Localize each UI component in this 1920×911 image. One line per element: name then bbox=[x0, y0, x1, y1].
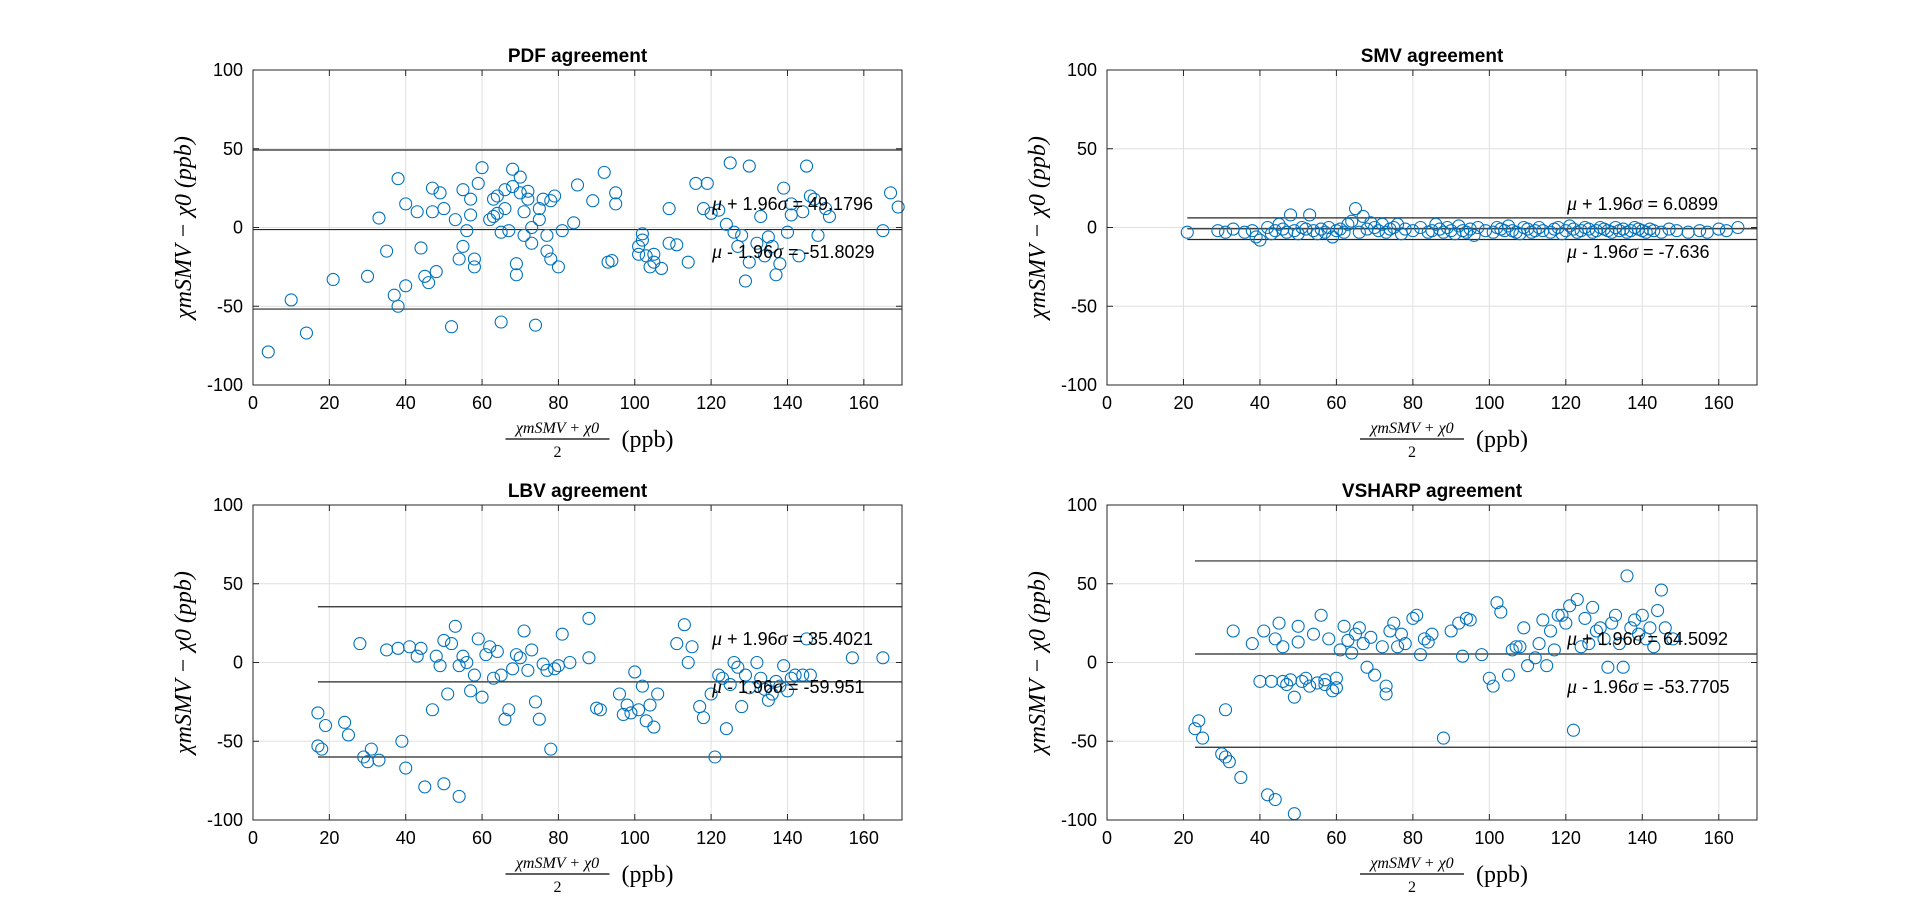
y-tick-label: 100 bbox=[213, 60, 243, 80]
x-tick-label: 40 bbox=[396, 393, 416, 413]
x-label-denominator: 2 bbox=[554, 444, 562, 461]
x-label-unit: (ppb) bbox=[622, 427, 674, 453]
y-tick-label: -100 bbox=[207, 375, 243, 395]
x-tick-label: 140 bbox=[1627, 828, 1657, 848]
chart-panel-1: μ + 1.96σ = 49.1796 μ - 1.96σ = -51.8029 0… bbox=[171, 46, 904, 461]
y-tick-label: -50 bbox=[1071, 296, 1097, 316]
x-tick-label: 80 bbox=[548, 828, 568, 848]
y-tick-label: 100 bbox=[1067, 495, 1097, 515]
y-axis-label: χmSMV − χ0 (ppb) bbox=[171, 571, 197, 756]
x-label-unit: (ppb) bbox=[1476, 862, 1528, 888]
x-label-denominator: 2 bbox=[1408, 444, 1416, 461]
y-axis-label: χmSMV − χ0 (ppb) bbox=[1025, 571, 1051, 756]
x-tick-label: 60 bbox=[472, 828, 492, 848]
x-tick-label: 160 bbox=[849, 393, 879, 413]
y-tick-label: 0 bbox=[233, 653, 243, 673]
x-label-denominator: 2 bbox=[1408, 879, 1416, 896]
x-tick-label: 40 bbox=[1250, 393, 1270, 413]
x-label-denominator: 2 bbox=[554, 879, 562, 896]
upper-limit-label: μ + 1.96σ = 6.0899 bbox=[1566, 193, 1718, 215]
x-label-unit: (ppb) bbox=[622, 862, 674, 888]
x-label-numerator: χmSMV + χ0 bbox=[514, 420, 599, 437]
x-tick-label: 160 bbox=[1704, 828, 1734, 848]
y-tick-label: 0 bbox=[233, 218, 243, 238]
x-tick-label: 140 bbox=[772, 393, 802, 413]
x-tick-label: 20 bbox=[1173, 393, 1193, 413]
x-tick-label: 40 bbox=[1250, 828, 1270, 848]
lower-limit-label: μ - 1.96σ = -51.8029 bbox=[711, 241, 875, 263]
y-tick-label: -100 bbox=[1061, 810, 1097, 830]
chart-panel-2: μ + 1.96σ = 6.0899μ - 1.96σ = -7.6360204… bbox=[1025, 46, 1757, 461]
x-axis-label: χmSMV + χ0 2 (ppb) bbox=[506, 855, 674, 896]
x-tick-label: 160 bbox=[1704, 393, 1734, 413]
x-tick-label: 100 bbox=[1474, 828, 1504, 848]
y-tick-label: 50 bbox=[1077, 139, 1097, 159]
x-tick-label: 60 bbox=[472, 393, 492, 413]
x-label-numerator: χmSMV + χ0 bbox=[1368, 855, 1453, 872]
chart-panel-3: μ + 1.96σ = 35.4021 μ - 1.96σ = -59.951 0 2… bbox=[171, 481, 902, 896]
x-axis-label: χmSMV + χ0 2 (ppb) bbox=[506, 420, 674, 461]
x-tick-label: 20 bbox=[1173, 828, 1193, 848]
x-tick-label: 100 bbox=[620, 828, 650, 848]
chart-title: PDF agreement bbox=[508, 46, 648, 67]
y-tick-label: -50 bbox=[217, 296, 243, 316]
x-tick-label: 60 bbox=[1326, 393, 1346, 413]
x-tick-label: 20 bbox=[319, 828, 339, 848]
y-axis-label: χmSMV − χ0 (ppb) bbox=[1025, 136, 1051, 321]
chart-title: VSHARP agreement bbox=[1342, 481, 1523, 502]
x-axis-label: χmSMV + χ0 2 (ppb) bbox=[1360, 855, 1528, 896]
x-label-unit: (ppb) bbox=[1476, 427, 1528, 453]
x-tick-label: 160 bbox=[849, 828, 879, 848]
chart-title: SMV agreement bbox=[1361, 46, 1504, 67]
lower-limit-label: μ - 1.96σ = -59.951 bbox=[711, 676, 865, 698]
lower-limit-label: μ - 1.96σ = -53.7705 bbox=[1566, 676, 1730, 698]
x-tick-label: 40 bbox=[396, 828, 416, 848]
y-tick-label: 100 bbox=[1067, 60, 1097, 80]
x-tick-label: 80 bbox=[1403, 828, 1423, 848]
lower-limit-label: μ - 1.96σ = -7.636 bbox=[1566, 241, 1710, 263]
x-axis-label: χmSMV + χ0 2 (ppb) bbox=[1360, 420, 1528, 461]
y-tick-label: 0 bbox=[1087, 653, 1097, 673]
upper-limit-label: μ + 1.96σ = 64.5092 bbox=[1566, 628, 1728, 650]
upper-limit-label: μ + 1.96σ = 49.1796 bbox=[711, 193, 873, 215]
upper-limit-label: μ + 1.96σ = 35.4021 bbox=[711, 628, 873, 650]
chart-title: LBV agreement bbox=[508, 481, 648, 502]
y-tick-label: -50 bbox=[217, 731, 243, 751]
x-tick-label: 100 bbox=[1474, 393, 1504, 413]
y-tick-label: -50 bbox=[1071, 731, 1097, 751]
x-tick-label: 120 bbox=[696, 393, 726, 413]
x-tick-label: 0 bbox=[248, 828, 258, 848]
x-tick-label: 120 bbox=[1551, 828, 1581, 848]
x-tick-label: 0 bbox=[248, 393, 258, 413]
y-axis-label: χmSMV − χ0 (ppb) bbox=[171, 136, 197, 321]
y-tick-label: -100 bbox=[1061, 375, 1097, 395]
x-tick-label: 140 bbox=[772, 828, 802, 848]
x-tick-label: 80 bbox=[1403, 393, 1423, 413]
y-tick-label: 100 bbox=[213, 495, 243, 515]
x-tick-label: 0 bbox=[1102, 828, 1112, 848]
y-tick-label: -100 bbox=[207, 810, 243, 830]
y-tick-label: 50 bbox=[223, 574, 243, 594]
x-tick-label: 120 bbox=[696, 828, 726, 848]
x-tick-label: 100 bbox=[620, 393, 650, 413]
x-label-numerator: χmSMV + χ0 bbox=[1368, 420, 1453, 437]
x-tick-label: 140 bbox=[1627, 393, 1657, 413]
x-tick-label: 120 bbox=[1551, 393, 1581, 413]
x-tick-label: 60 bbox=[1326, 828, 1346, 848]
x-label-numerator: χmSMV + χ0 bbox=[514, 855, 599, 872]
y-tick-label: 0 bbox=[1087, 218, 1097, 238]
y-tick-label: 50 bbox=[223, 139, 243, 159]
y-tick-label: 50 bbox=[1077, 574, 1097, 594]
chart-panel-4: μ + 1.96σ = 64.5092 μ - 1.96σ = -53.7705 0… bbox=[1025, 481, 1757, 896]
x-tick-label: 80 bbox=[548, 393, 568, 413]
x-tick-label: 20 bbox=[319, 393, 339, 413]
x-tick-label: 0 bbox=[1102, 393, 1112, 413]
